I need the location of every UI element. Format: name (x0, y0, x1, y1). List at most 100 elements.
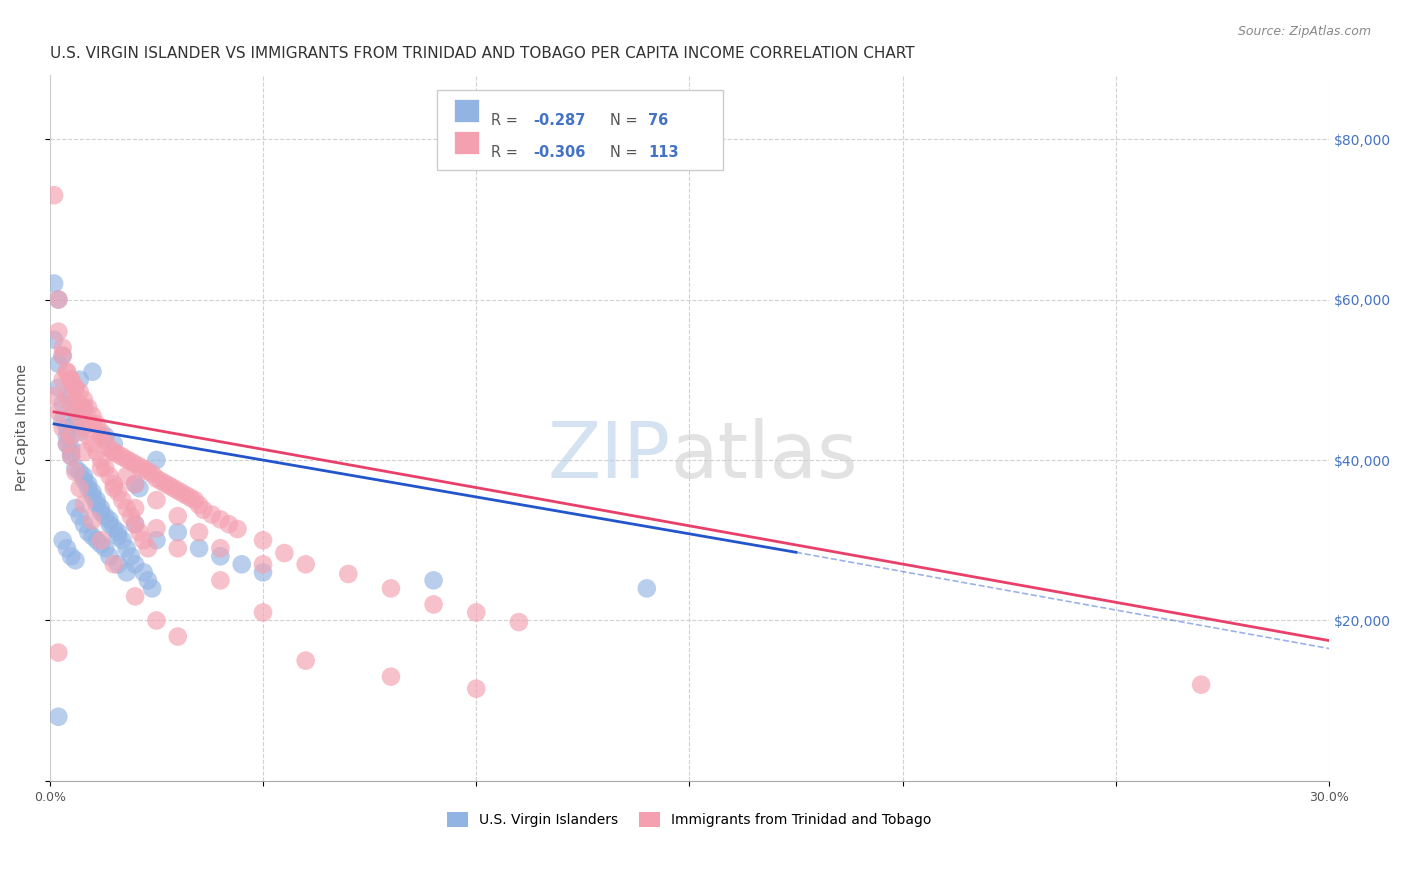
Point (98, 469, 121, 483)
Point (52, 349, 75, 363)
Point (82, 513, 104, 527)
Point (124, 517, 146, 532)
Point (115, 469, 138, 483)
Point (508, 615, 530, 629)
Point (94, 509, 117, 524)
Point (124, 477, 146, 491)
Text: -0.287: -0.287 (533, 113, 585, 128)
Point (166, 630, 188, 644)
Point (86, 533, 108, 548)
Point (273, 546, 295, 560)
Point (77, 401, 100, 415)
Point (145, 521, 167, 535)
Point (157, 479, 180, 493)
Point (136, 574, 159, 588)
Point (136, 541, 159, 556)
Point (69, 481, 91, 495)
Point (209, 549, 232, 564)
Point (94, 429, 117, 443)
Point (77, 525, 100, 540)
Text: N =: N = (610, 113, 643, 128)
Point (60, 373, 83, 387)
Point (90, 461, 112, 475)
Point (90, 453, 112, 467)
Point (82, 417, 104, 431)
Point (77, 481, 100, 495)
Point (82, 365, 104, 379)
Point (422, 574, 444, 588)
Point (128, 459, 150, 474)
Point (56, 421, 79, 435)
Point (65, 417, 87, 431)
Point (98, 513, 121, 527)
Point (145, 614, 167, 628)
Point (98, 517, 121, 532)
Point (174, 488, 197, 502)
Point (209, 512, 232, 526)
Point (60, 389, 83, 403)
Point (60, 449, 83, 463)
Point (107, 558, 129, 572)
Point (52, 341, 75, 355)
Point (90, 505, 112, 519)
Point (69, 465, 91, 479)
Point (231, 558, 253, 572)
Point (136, 464, 159, 478)
Point (153, 476, 176, 491)
Point (48, 325, 70, 339)
Point (90, 429, 112, 443)
Point (115, 541, 138, 556)
Point (86, 497, 108, 511)
Point (77, 429, 100, 443)
Point (94, 433, 117, 447)
Point (56, 365, 79, 379)
Point (82, 409, 104, 423)
Point (94, 541, 117, 556)
Point (65, 501, 87, 516)
Point (73, 401, 96, 415)
Point (69, 397, 91, 411)
Point (65, 381, 87, 395)
Point (120, 509, 142, 524)
Point (48, 710, 70, 724)
Point (42, 389, 65, 403)
Point (86, 417, 108, 431)
Point (42, 188, 65, 202)
Point (60, 429, 83, 443)
Point (201, 508, 224, 522)
Point (193, 502, 215, 516)
Text: R =: R = (491, 145, 522, 161)
Point (65, 405, 87, 419)
Point (124, 501, 146, 516)
Point (1189, 678, 1212, 692)
Point (52, 533, 75, 548)
Point (65, 381, 87, 395)
Point (82, 437, 104, 451)
Point (48, 646, 70, 660)
Point (73, 473, 96, 487)
Point (141, 582, 163, 596)
Point (132, 566, 155, 580)
Point (209, 541, 232, 556)
Point (188, 525, 211, 540)
Point (111, 450, 134, 464)
Point (124, 517, 146, 532)
Point (69, 425, 91, 439)
Point (42, 333, 65, 347)
Point (52, 413, 75, 427)
Point (60, 445, 83, 459)
Point (90, 425, 112, 439)
Point (56, 437, 79, 451)
Point (115, 452, 138, 467)
Text: atlas: atlas (671, 418, 858, 494)
Point (226, 522, 249, 536)
Text: N =: N = (610, 145, 643, 161)
Point (128, 525, 150, 540)
Point (73, 421, 96, 435)
Point (94, 461, 117, 475)
Point (48, 381, 70, 395)
Point (73, 401, 96, 415)
Point (56, 437, 79, 451)
Point (82, 489, 104, 503)
Point (132, 533, 155, 548)
